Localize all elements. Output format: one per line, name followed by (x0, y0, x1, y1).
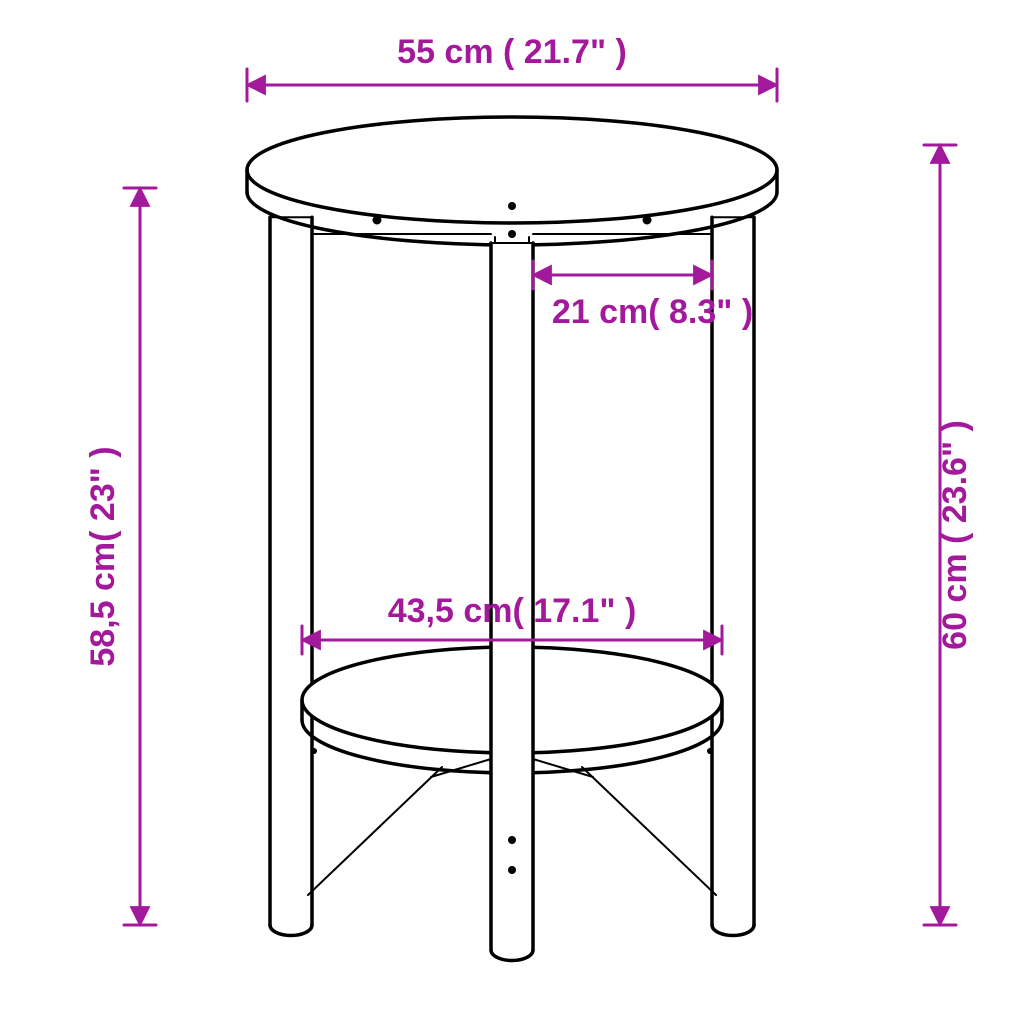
table-outline (247, 117, 777, 961)
dim-label-top-width: 55 cm ( 21.7" ) (397, 33, 627, 71)
dim-label-left-height: 58,5 cm( 23" ) (84, 446, 122, 666)
dim-label-shelf-width: 43,5 cm( 17.1" ) (388, 592, 637, 630)
dim-label-inner-gap: 21 cm( 8.3" ) (552, 293, 753, 331)
dimension-diagram: 55 cm ( 21.7" ) 60 cm ( 23.6" ) 58,5 cm( 2… (0, 0, 1024, 1024)
dim-label-right-height: 60 cm ( 23.6" ) (936, 420, 974, 650)
